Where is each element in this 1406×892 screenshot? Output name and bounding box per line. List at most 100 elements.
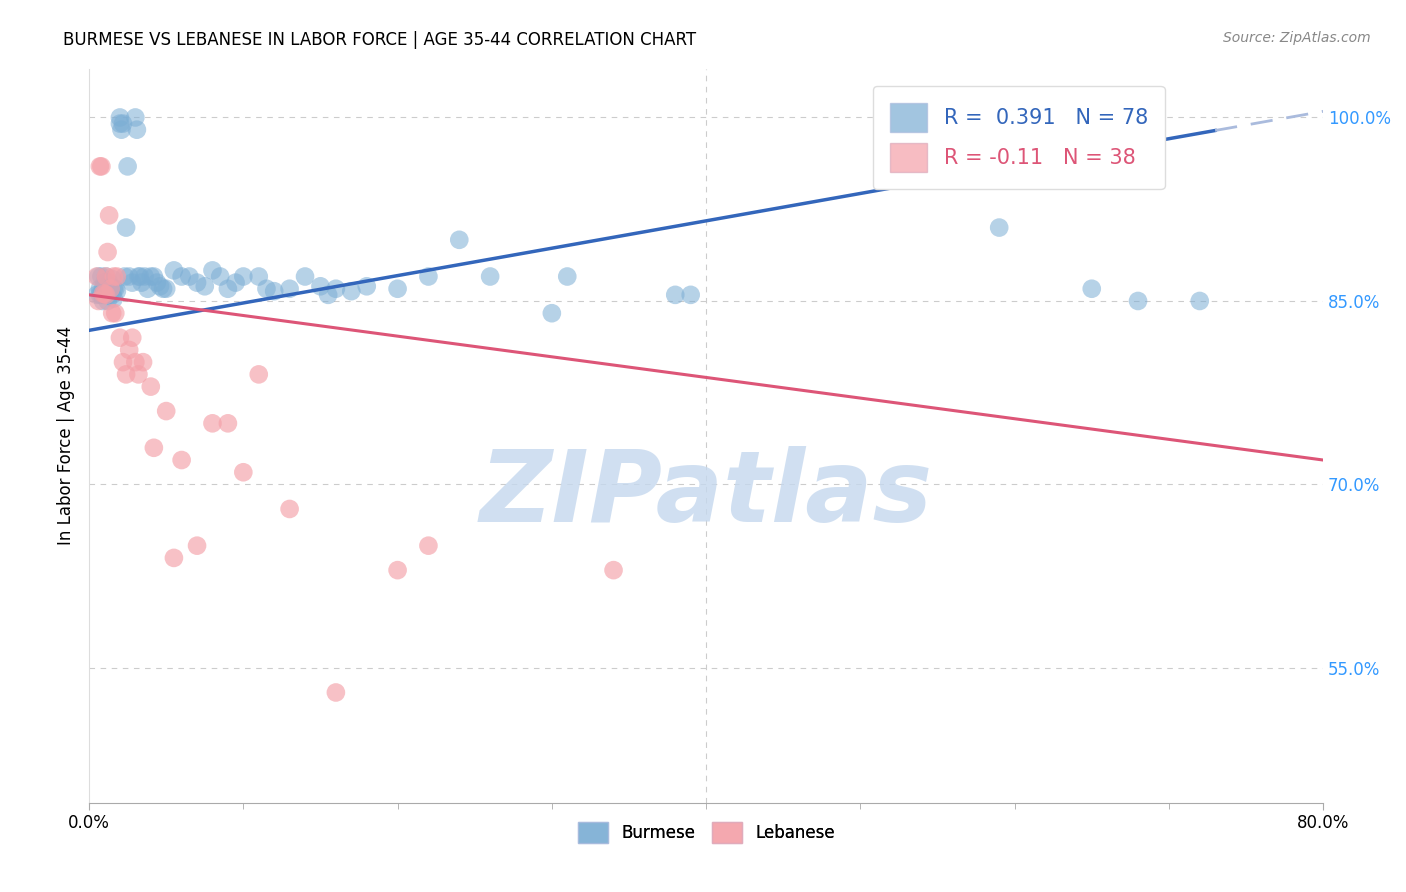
Point (100, 284, 122, 298)
Point (111, 355, 134, 369)
Point (540, 306, 562, 320)
Point (91, 286, 114, 301)
Point (89, 282, 111, 296)
Point (103, 269, 125, 284)
Point (117, 160, 139, 174)
Point (114, 269, 136, 284)
Point (186, 276, 208, 290)
Point (121, 276, 143, 290)
Point (247, 269, 270, 284)
Point (225, 276, 247, 290)
Point (152, 282, 174, 296)
Point (101, 288, 124, 302)
Point (118, 269, 141, 284)
Point (134, 269, 156, 284)
Point (163, 263, 186, 277)
Point (105, 269, 128, 284)
Point (98, 276, 121, 290)
Point (988, 220, 1011, 235)
Point (104, 282, 127, 296)
Point (86, 269, 108, 284)
Point (93, 288, 115, 302)
Point (155, 282, 177, 296)
Point (115, 368, 138, 382)
Point (309, 279, 332, 293)
Point (94, 269, 117, 284)
Point (263, 284, 285, 298)
Point (100, 279, 122, 293)
Point (142, 441, 165, 455)
Point (142, 269, 165, 284)
Point (679, 288, 702, 302)
Point (97, 245, 120, 260)
Point (100, 282, 122, 296)
Point (155, 404, 177, 418)
Point (139, 269, 162, 284)
Point (115, 220, 138, 235)
Point (387, 282, 409, 296)
Point (124, 111, 146, 125)
Point (170, 269, 193, 284)
Point (170, 453, 193, 467)
Point (105, 284, 128, 298)
Point (90, 269, 112, 284)
Point (90, 160, 112, 174)
Point (111, 117, 134, 131)
Point (98, 288, 121, 302)
Point (101, 306, 124, 320)
Point (101, 272, 124, 286)
Point (325, 282, 347, 296)
Point (121, 331, 143, 345)
Point (108, 331, 131, 345)
Point (127, 368, 149, 382)
Point (104, 306, 127, 320)
Point (209, 269, 232, 284)
Point (131, 276, 153, 290)
Point (278, 282, 301, 296)
Legend: Burmese, Lebanese: Burmese, Lebanese (571, 815, 841, 849)
Point (94, 288, 117, 302)
Point (232, 269, 254, 284)
Point (136, 282, 159, 296)
Point (132, 355, 155, 369)
Point (201, 417, 224, 431)
Point (139, 379, 162, 393)
Point (278, 502, 301, 516)
Point (118, 343, 141, 357)
Point (294, 269, 316, 284)
Point (201, 263, 224, 277)
Point (232, 465, 254, 479)
Point (418, 539, 440, 553)
Point (129, 269, 152, 284)
Text: Source: ZipAtlas.com: Source: ZipAtlas.com (1223, 31, 1371, 45)
Point (1188, 293, 1211, 308)
Point (479, 269, 502, 284)
Point (91, 282, 114, 296)
Point (387, 563, 409, 577)
Point (86, 288, 108, 302)
Text: BURMESE VS LEBANESE IN LABOR FORCE | AGE 35-44 CORRELATION CHART: BURMESE VS LEBANESE IN LABOR FORCE | AGE… (63, 31, 696, 49)
Point (149, 279, 172, 293)
Point (91, 293, 114, 308)
Point (124, 355, 146, 369)
Point (194, 279, 217, 293)
Point (664, 288, 686, 302)
Point (449, 233, 471, 247)
Point (108, 117, 131, 131)
Point (103, 282, 125, 296)
Point (418, 269, 440, 284)
Point (108, 111, 131, 125)
Point (125, 122, 148, 136)
Point (340, 284, 363, 298)
Point (256, 282, 278, 296)
Point (90, 288, 112, 302)
Point (127, 269, 149, 284)
Point (110, 122, 132, 136)
Point (179, 269, 201, 284)
Point (356, 279, 378, 293)
Point (87, 293, 110, 308)
Point (1080, 282, 1102, 296)
Point (97, 293, 120, 308)
Y-axis label: In Labor Force | Age 35-44: In Labor Force | Age 35-44 (58, 326, 75, 545)
Point (163, 550, 186, 565)
